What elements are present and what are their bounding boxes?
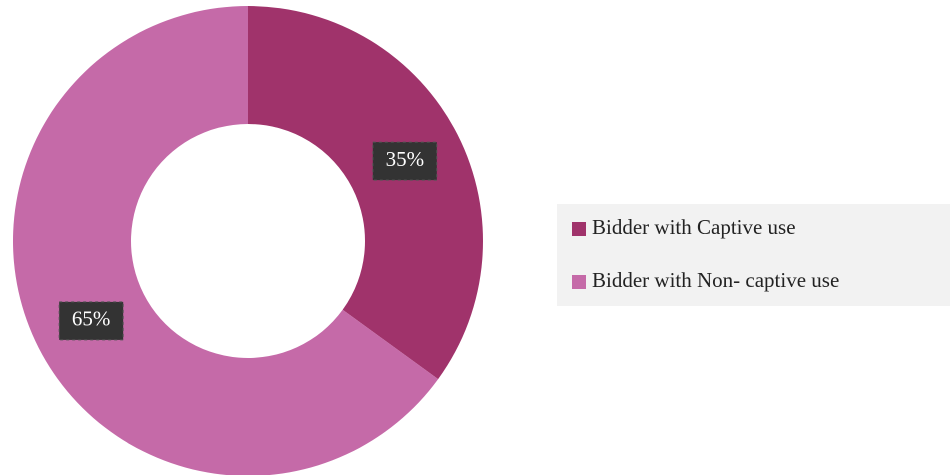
data-label: 65% xyxy=(72,307,111,331)
legend-label: Bidder with Non- captive use xyxy=(592,268,839,292)
data-label: 35% xyxy=(386,147,425,171)
legend-marker xyxy=(572,222,586,236)
donut-slice xyxy=(13,6,439,475)
data-label-box xyxy=(58,301,124,341)
donut-slice xyxy=(248,6,483,380)
legend-box xyxy=(557,204,950,306)
legend-marker xyxy=(572,275,586,289)
legend-label: Bidder with Captive use xyxy=(592,215,796,239)
data-label-box xyxy=(372,141,438,181)
